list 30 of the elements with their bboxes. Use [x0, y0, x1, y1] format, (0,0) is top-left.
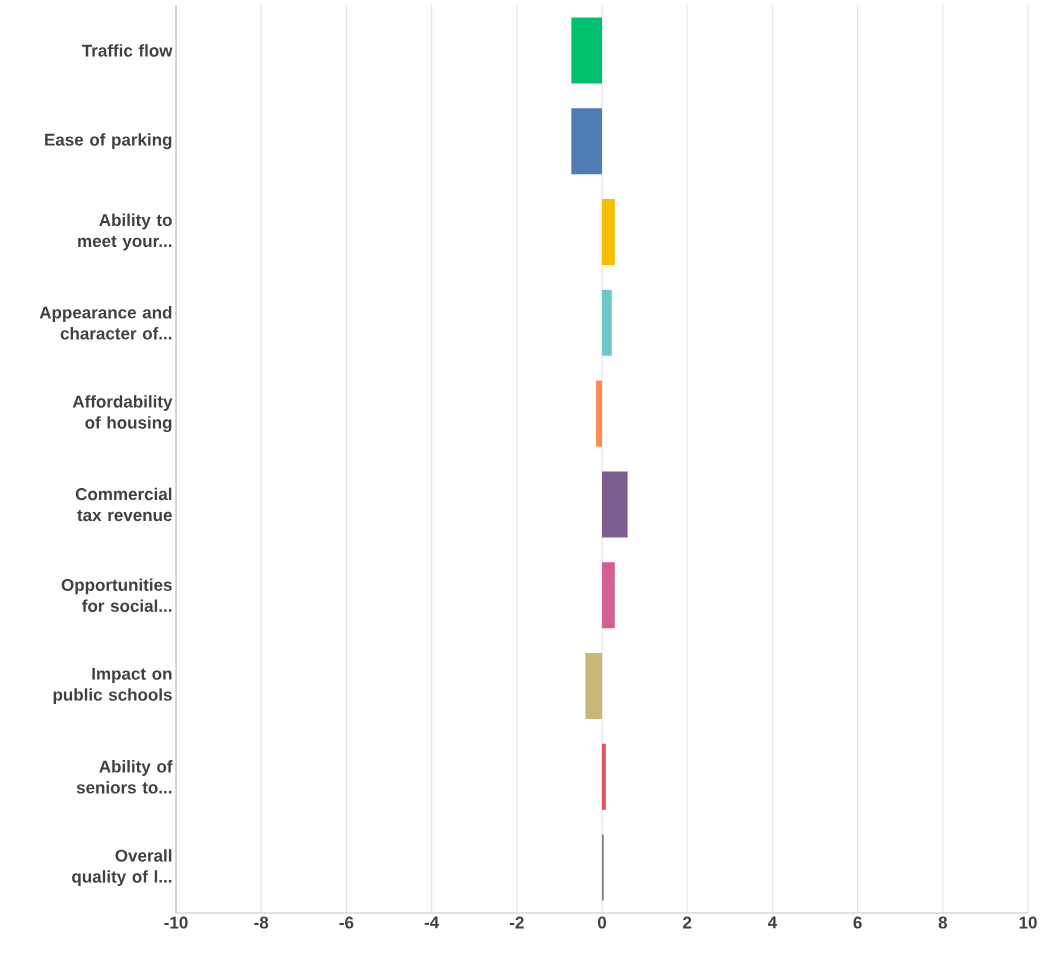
- y-tick-label: Appearance and character of...: [39, 306, 172, 340]
- y-tick-label: Commercial tax revenue: [75, 487, 172, 522]
- bar: [602, 471, 628, 538]
- x-tick-label: -2: [509, 916, 524, 929]
- bar: [602, 289, 612, 356]
- bar: [596, 380, 603, 447]
- x-tick-label: 0: [597, 916, 607, 929]
- x-tick-label: -8: [254, 916, 269, 929]
- bar: [571, 17, 603, 84]
- x-tick-label: 10: [1019, 916, 1037, 929]
- y-tick-label: Affordability of housing: [72, 395, 173, 433]
- bar: [602, 743, 606, 810]
- x-tick-label: 4: [767, 916, 778, 929]
- bar: [602, 199, 615, 265]
- bar: [602, 562, 615, 629]
- y-tick-label: Opportunities for social...: [61, 578, 172, 612]
- bar: [571, 108, 603, 175]
- x-tick-label: 8: [938, 916, 948, 929]
- y-tick-label: Ease of parking: [45, 133, 172, 150]
- y-tick-label: Ability of seniors to...: [76, 760, 173, 794]
- y-tick-label: Traffic flow: [81, 44, 173, 57]
- x-tick-label: 2: [683, 916, 692, 929]
- x-tick-label: -4: [424, 916, 440, 929]
- y-tick-label: Overall quality of l...: [72, 849, 172, 887]
- x-tick-label: -6: [339, 916, 354, 929]
- y-tick-label: Ability to meet your...: [78, 213, 172, 251]
- bar: [585, 653, 603, 720]
- y-tick-label: Impact on public schools: [53, 667, 172, 705]
- x-tick-label: -10: [164, 916, 188, 929]
- x-tick-label: 6: [853, 916, 862, 929]
